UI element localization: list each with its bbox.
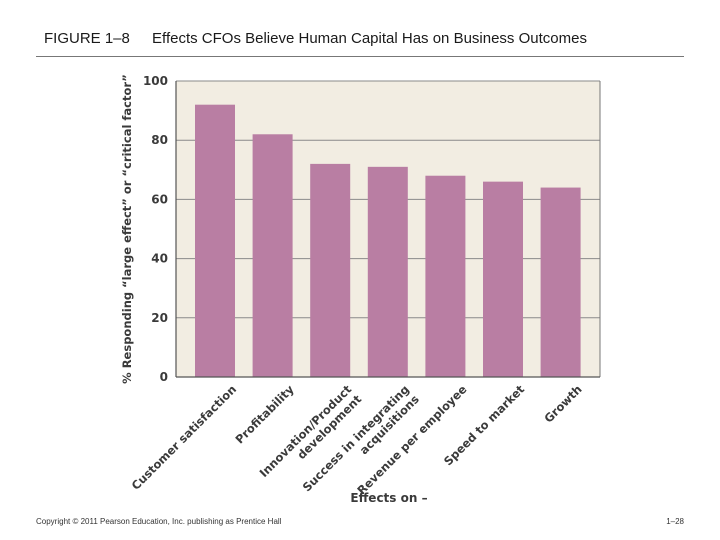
category-label: Profitability	[232, 382, 297, 447]
bars	[195, 104, 581, 378]
copyright-text: Copyright © 2011 Pearson Education, Inc.…	[36, 517, 282, 526]
category-label-line: Customer satisfaction	[129, 382, 240, 493]
bar	[425, 175, 466, 377]
x-category-labels: Customer satisfactionProfitabilityInnova…	[129, 382, 585, 497]
y-tick-label: 80	[151, 133, 168, 147]
figure-header: FIGURE 1–8 Effects CFOs Believe Human Ca…	[44, 30, 587, 47]
x-axis-label: Effects on –	[350, 491, 427, 505]
category-label-line: Profitability	[232, 382, 297, 447]
y-tick-label: 60	[151, 192, 168, 206]
y-tick-labels: 0 20 40 60 80 100	[143, 74, 168, 384]
figure-label: FIGURE 1–8	[44, 30, 130, 47]
y-axis-label: % Responding “large effect” or “critical…	[120, 74, 134, 384]
category-label-line: Growth	[541, 382, 584, 425]
page-number: 1–28	[666, 517, 684, 526]
figure-title: Effects CFOs Believe Human Capital Has o…	[152, 30, 587, 47]
bar	[367, 166, 408, 377]
axes	[175, 81, 601, 378]
y-tick-label: 0	[160, 370, 168, 384]
bar	[483, 181, 523, 377]
category-label: Growth	[541, 382, 584, 425]
y-tick-label: 100	[143, 74, 168, 88]
bar	[195, 104, 235, 378]
category-label: Customer satisfaction	[129, 382, 240, 493]
bar	[540, 187, 581, 377]
y-tick-label: 40	[151, 252, 168, 266]
bar	[252, 134, 293, 377]
header-divider	[36, 56, 684, 57]
y-tick-label: 20	[151, 311, 168, 325]
bar	[310, 163, 351, 377]
